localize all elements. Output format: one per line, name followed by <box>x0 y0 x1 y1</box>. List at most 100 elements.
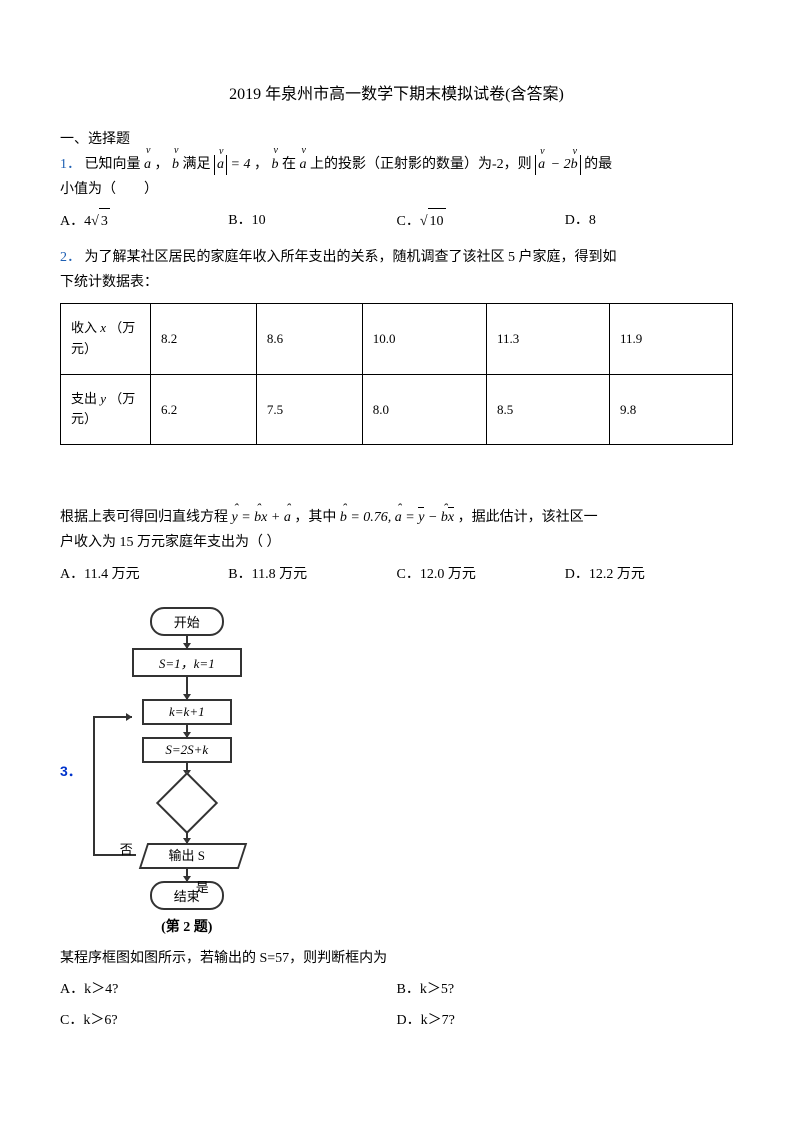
page-title: 2019 年泉州市高一数学下期末模拟试卷(含答案) <box>60 80 733 104</box>
question-2: 2． 为了解某社区居民的家庭年收入所年支出的关系，随机调查了该社区 5 户家庭，… <box>60 245 733 587</box>
bhat: b <box>441 505 448 530</box>
b-value: = 0.76, <box>347 510 395 525</box>
eq-sign: = <box>402 510 418 525</box>
sqrt-val: 3 <box>99 208 110 234</box>
ybar: y <box>418 505 424 530</box>
init-text: S=1，k=1 <box>159 656 215 671</box>
label-no: 否 <box>120 839 133 858</box>
vec-a-abs: a <box>217 155 224 175</box>
fc-decision <box>156 772 218 834</box>
arrow-icon <box>186 831 188 843</box>
opt-c-text: C． <box>397 214 420 229</box>
step1-text: k=k+1 <box>169 704 205 719</box>
option-d: D．8 <box>565 208 733 234</box>
q1-text: 上的投影（正射影的数量）为-2，则 <box>310 157 532 172</box>
bhat: b <box>340 505 347 530</box>
option-a: A．k＞4? <box>60 977 397 1002</box>
fc-end: 结束 <box>150 881 224 910</box>
x-plus: x + <box>261 510 284 525</box>
q3-text: 某程序框图如图所示，若输出的 S=57，则判断框内为 <box>60 946 733 971</box>
fc-step1: k=k+1 <box>142 699 232 725</box>
row-header: 支出 y （万元） <box>61 374 151 445</box>
section-header: 一、选择题 <box>60 128 733 148</box>
q1-text-line2: 小值为（ ） <box>60 177 733 202</box>
q1-text: 的最 <box>584 157 612 172</box>
minus: − <box>424 510 440 525</box>
output-text: 输出 S <box>137 843 237 869</box>
option-a: A．11.4 万元 <box>60 562 228 587</box>
vector-a: a <box>144 152 151 177</box>
q3-number: 3． <box>60 761 82 781</box>
eq-text: = 4 <box>231 157 251 172</box>
option-d: D．12.2 万元 <box>565 562 733 587</box>
option-d: D．k＞7? <box>397 1008 734 1033</box>
question-3-flowchart: 3． 开始 S=1，k=1 k=k+1 S=2S+k 输出 S 结束 <box>60 607 733 936</box>
table-cell: 11.3 <box>487 303 610 374</box>
vector-b: b <box>172 152 179 177</box>
table-cell: 9.8 <box>609 374 732 445</box>
fc-output: 输出 S <box>137 843 237 869</box>
option-c: C．√10 <box>397 208 565 234</box>
q2-text: ，其中 <box>294 510 336 525</box>
abs-expr2: a − 2b <box>535 155 580 175</box>
table-cell: 7.5 <box>256 374 362 445</box>
q3-options: A．k＞4? B．k＞5? C．k＞6? D．k＞7? <box>60 977 733 1033</box>
sqrt: √3 <box>91 208 110 234</box>
abs-expr: a <box>214 155 227 175</box>
question-3-text: 某程序框图如图所示，若输出的 S=57，则判断框内为 A．k＞4? B．k＞5?… <box>60 946 733 1034</box>
q1-text: 满足 <box>183 157 211 172</box>
table-cell: 8.0 <box>362 374 486 445</box>
arrow-icon <box>186 636 188 648</box>
q2-regression-line: 根据上表可得回归直线方程 y = bx + a ，其中 b = 0.76, a … <box>60 505 733 530</box>
option-b: B．11.8 万元 <box>228 562 396 587</box>
arrow-icon <box>186 725 188 737</box>
q2-text-line: 户收入为 15 万元家庭年支出为（ ） <box>60 530 733 555</box>
flowchart: 开始 S=1，k=1 k=k+1 S=2S+k 输出 S 结束 否 是 <box>102 607 272 910</box>
arrow-icon <box>186 869 188 881</box>
var-x: x <box>100 320 106 335</box>
q2-text: 根据上表可得回归直线方程 <box>60 510 228 525</box>
data-table: 收入 x （万元） 8.2 8.6 10.0 11.3 11.9 支出 y （万… <box>60 303 733 445</box>
q1-text: 已知向量 <box>85 157 141 172</box>
q1-comma: ， <box>254 157 268 172</box>
fc-init: S=1，k=1 <box>132 648 242 677</box>
eq-sign: = <box>238 510 254 525</box>
ahat: a <box>395 505 402 530</box>
q2-text: 为了解某社区居民的家庭年收入所年支出的关系，随机调查了该社区 5 户家庭，得到如 <box>85 250 617 265</box>
option-a: A．4√3 <box>60 208 228 234</box>
row-header: 收入 x （万元） <box>61 303 151 374</box>
sqrt: √10 <box>420 208 446 234</box>
table-cell: 8.5 <box>487 374 610 445</box>
step2-text: S=2S+k <box>165 742 208 757</box>
ahat: a <box>284 505 291 530</box>
table-cell: 6.2 <box>151 374 257 445</box>
fc-start: 开始 <box>150 607 224 636</box>
q2-number: 2． <box>60 250 81 265</box>
xbar: x <box>448 505 454 530</box>
yhat: y <box>232 505 238 530</box>
question-1: 1． 已知向量 a ， b 满足 a = 4 ， b 在 a 上的投影（正射影的… <box>60 152 733 235</box>
sqrt-val: 10 <box>428 208 446 234</box>
option-c: C．12.0 万元 <box>397 562 565 587</box>
fc-step2: S=2S+k <box>142 737 232 763</box>
q1-comma: ， <box>155 157 169 172</box>
q1-options: A．4√3 B．10 C．√10 D．8 <box>60 208 733 234</box>
q2-text-line2: 下统计数据表： <box>60 270 733 295</box>
option-b: B．k＞5? <box>397 977 734 1002</box>
arrow-icon <box>186 677 188 699</box>
q2-text: ，据此估计，该社区一 <box>458 510 598 525</box>
header-text: 收入 <box>71 320 97 335</box>
option-b: B．10 <box>228 208 396 234</box>
opt-a-text: A．4 <box>60 214 91 229</box>
q1-number: 1． <box>60 157 81 172</box>
q1-text: 在 <box>282 157 300 172</box>
bhat: b <box>254 505 261 530</box>
vector-b: b <box>271 152 278 177</box>
table-cell: 11.9 <box>609 303 732 374</box>
vector-a: a <box>299 152 306 177</box>
option-c: C．k＞6? <box>60 1008 397 1033</box>
table-row: 支出 y （万元） 6.2 7.5 8.0 8.5 9.8 <box>61 374 733 445</box>
table-cell: 8.2 <box>151 303 257 374</box>
table-cell: 8.6 <box>256 303 362 374</box>
q2-options: A．11.4 万元 B．11.8 万元 C．12.0 万元 D．12.2 万元 <box>60 562 733 587</box>
